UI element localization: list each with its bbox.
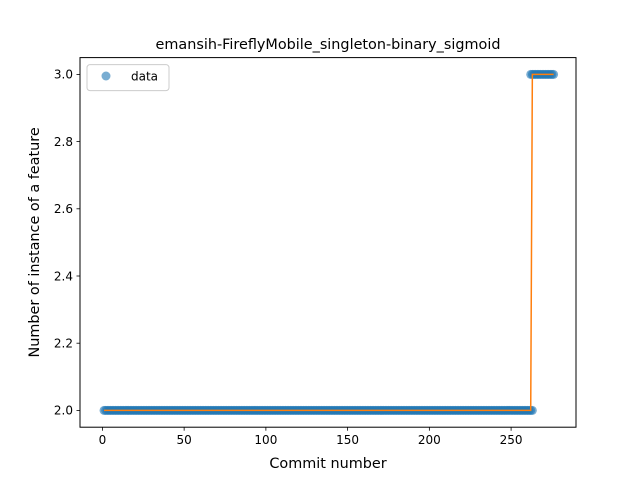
legend-marker-data	[101, 71, 111, 81]
legend: data	[86, 64, 170, 92]
y-tick-label: 2.4	[54, 269, 73, 283]
x-tick-label: 250	[500, 433, 523, 447]
x-tick-label: 100	[254, 433, 277, 447]
plot-frame	[79, 57, 577, 428]
y-tick-label: 2.0	[54, 404, 73, 418]
y-tick-label: 2.6	[54, 202, 73, 216]
x-tick-label: 50	[176, 433, 191, 447]
fit-lines	[104, 73, 554, 412]
series-line	[104, 73, 554, 412]
x-tick-label: 0	[99, 433, 107, 447]
y-tick-label: 2.2	[54, 337, 73, 351]
y-axis-ticks: 2.0 2.2 2.4 2.6 2.8 3.0	[54, 68, 80, 418]
legend-box	[86, 64, 170, 92]
legend-label-data: data	[131, 70, 158, 84]
x-tick-label: 150	[336, 433, 359, 447]
x-axis-ticks: 0 50 100 150 200 250	[99, 427, 523, 447]
x-tick-label: 200	[418, 433, 441, 447]
x-axis-label: Commit number	[269, 456, 386, 472]
y-tick-label: 2.8	[54, 135, 73, 149]
y-axis-label: Number of instance of a feature	[27, 127, 43, 357]
chart-title: emansih-FireflyMobile_singleton-binary_s…	[156, 37, 501, 53]
y-tick-label: 3.0	[54, 68, 73, 82]
